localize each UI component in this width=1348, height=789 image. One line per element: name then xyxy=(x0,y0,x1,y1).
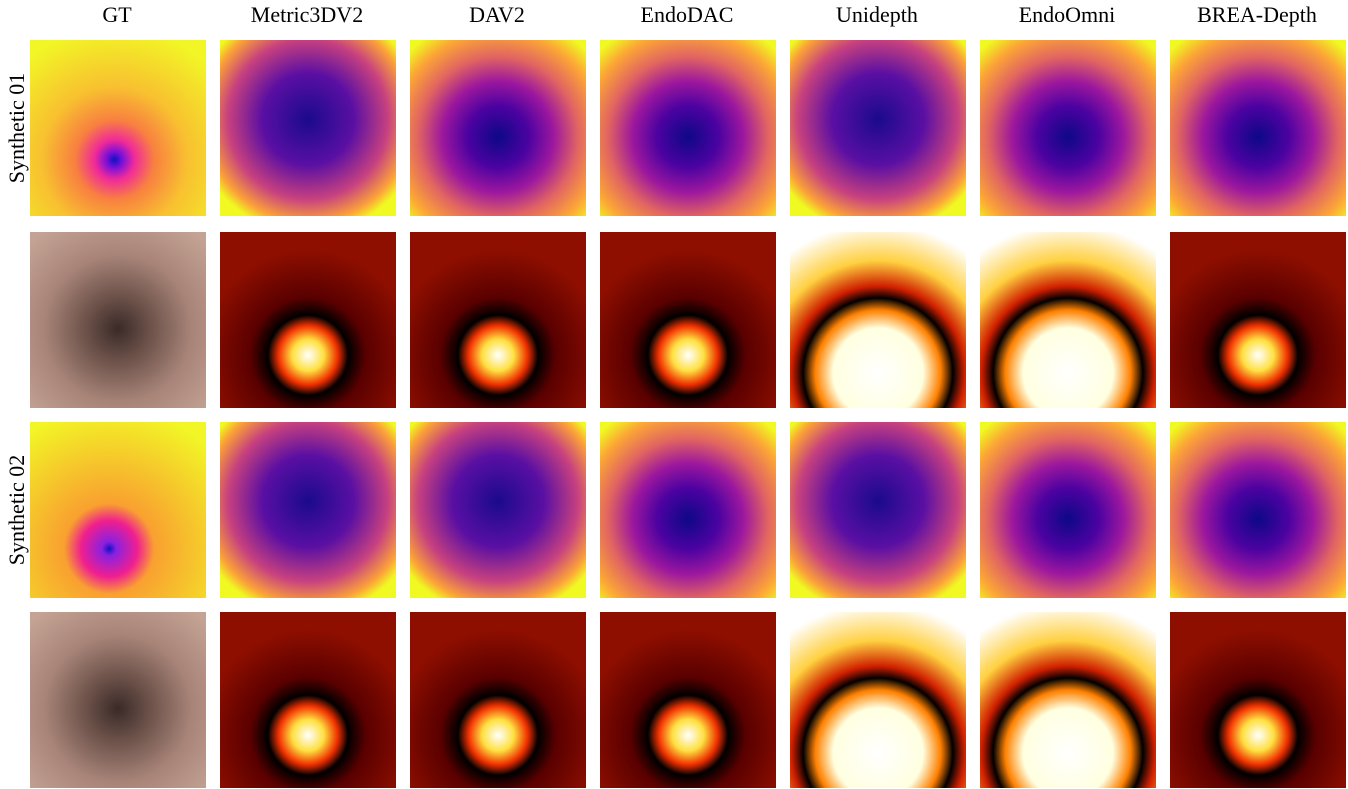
depth-image xyxy=(600,612,776,788)
column-header: BREA-Depth xyxy=(1197,2,1317,27)
depth-image xyxy=(790,40,966,216)
column-header: DAV2 xyxy=(469,2,525,27)
depth-image xyxy=(600,40,776,216)
depth-image xyxy=(980,232,1156,408)
column-headers: GT Metric3DV2 DAV2 EndoDAC Unidepth Endo… xyxy=(102,2,1317,27)
depth-image xyxy=(980,422,1156,598)
rgb-image xyxy=(30,232,206,408)
column-header: GT xyxy=(102,2,132,27)
depth-image xyxy=(980,40,1156,216)
row-label: Synthetic 02 xyxy=(4,455,29,566)
row-1 xyxy=(30,40,1346,216)
depth-image xyxy=(1170,422,1346,598)
column-header: Metric3DV2 xyxy=(251,2,363,27)
depth-image xyxy=(1170,612,1346,788)
depth-image xyxy=(410,232,586,408)
depth-image xyxy=(1170,232,1346,408)
depth-image xyxy=(790,422,966,598)
depth-image xyxy=(220,40,396,216)
column-header: EndoOmni xyxy=(1019,2,1116,27)
depth-image xyxy=(410,422,586,598)
column-header: Unidepth xyxy=(836,2,918,27)
depth-image xyxy=(410,612,586,788)
depth-image xyxy=(600,232,776,408)
row-2 xyxy=(30,232,1346,408)
rgb-image xyxy=(30,612,206,788)
depth-image xyxy=(410,40,586,216)
row-4 xyxy=(30,612,1346,788)
depth-image xyxy=(220,612,396,788)
depth-image xyxy=(30,422,206,598)
row-label: Synthetic 01 xyxy=(4,73,29,184)
depth-image xyxy=(220,232,396,408)
page: GT Metric3DV2 DAV2 EndoDAC Unidepth Endo… xyxy=(0,0,1348,789)
figure: GT Metric3DV2 DAV2 EndoDAC Unidepth Endo… xyxy=(0,0,1348,789)
column-header: EndoDAC xyxy=(641,2,734,27)
row-3 xyxy=(30,422,1346,598)
depth-image xyxy=(790,232,966,408)
depth-image xyxy=(1170,40,1346,216)
depth-image xyxy=(600,422,776,598)
depth-image xyxy=(30,40,206,216)
depth-image xyxy=(980,612,1156,788)
depth-image xyxy=(790,612,966,788)
depth-image xyxy=(220,422,396,598)
